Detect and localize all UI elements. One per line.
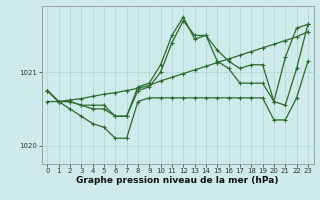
- X-axis label: Graphe pression niveau de la mer (hPa): Graphe pression niveau de la mer (hPa): [76, 176, 279, 185]
